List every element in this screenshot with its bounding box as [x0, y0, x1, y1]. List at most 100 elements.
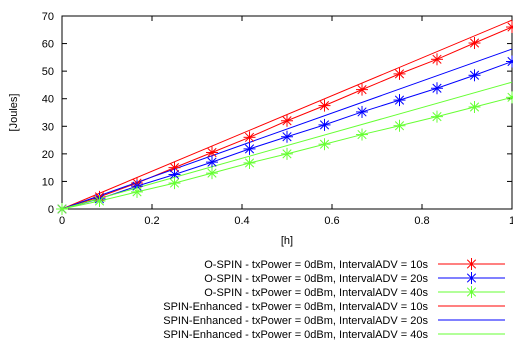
series-lines [61, 19, 513, 210]
marker-stroke [132, 187, 142, 197]
data-point-series-1 [468, 37, 481, 50]
data-point-series-2 [468, 69, 481, 82]
data-point-series-3 [281, 147, 293, 160]
legend-entry-label: SPIN-Enhanced - txPower = 0dBm, Interval… [163, 301, 428, 313]
data-point-series-3 [205, 167, 218, 180]
data-point-series-1 [430, 53, 443, 66]
x-tick-label: 0.2 [144, 215, 159, 227]
marker-stroke [469, 38, 480, 48]
marker-stroke [432, 83, 442, 93]
marker-stroke [207, 147, 217, 158]
marker-stroke [357, 107, 367, 117]
data-point-series-3 [506, 91, 513, 104]
data-point-series-3 [56, 203, 68, 215]
marker-stroke [207, 157, 217, 167]
legend-entry-label: O-SPIN - txPower = 0dBm, IntervalADV = 2… [204, 273, 428, 285]
marker-stroke [357, 85, 367, 95]
marker-stroke [207, 168, 217, 178]
y-tick-label: 20 [42, 149, 54, 161]
marker-stroke [169, 169, 180, 180]
axes-labels: [Joules] [h] [8, 94, 293, 247]
plot-frame-group: 0 10 20 30 40 50 60 70 0 0.2 0.4 0.6 0.8 1 [42, 11, 513, 227]
data-point-series-1 [281, 114, 293, 127]
legend-entry-marker [465, 258, 478, 270]
data-point-series-1 [393, 67, 406, 80]
marker-stroke [319, 139, 330, 149]
data-point-series-3 [168, 177, 181, 190]
marker-stroke [394, 121, 405, 131]
marker-stroke [394, 69, 405, 79]
y-tick-label: 70 [42, 11, 54, 23]
data-point-series-1 [205, 146, 218, 159]
data-point-series-2 [243, 142, 256, 155]
marker-stroke [466, 287, 477, 297]
marker-stroke [432, 54, 442, 64]
legend-entry-label: SPIN-Enhanced - txPower = 0dBm, Interval… [163, 329, 428, 341]
data-point-series-2 [356, 105, 369, 118]
legend-entry-marker [465, 286, 478, 298]
marker-stroke [319, 120, 330, 130]
marker-stroke [282, 149, 292, 159]
data-point-series-1 [506, 21, 513, 34]
series-markers [56, 21, 513, 215]
data-point-series-3 [430, 110, 443, 123]
legend-entry-marker [465, 272, 478, 284]
legend-entry-label: O-SPIN - txPower = 0dBm, IntervalADV = 1… [204, 259, 428, 271]
data-point-series-2 [393, 94, 406, 107]
marker-stroke [282, 116, 292, 126]
x-tick-label: 0.8 [414, 215, 429, 227]
data-point-series-1 [243, 131, 256, 144]
marker-stroke [394, 95, 405, 105]
marker-stroke [244, 158, 255, 168]
data-point-series-3 [393, 119, 406, 132]
marker-stroke [469, 70, 480, 80]
data-point-series-2 [430, 82, 443, 95]
data-point-series-2 [281, 130, 293, 143]
data-point-series-2 [506, 55, 513, 68]
data-point-series-3 [356, 128, 369, 141]
data-point-series-2 [318, 118, 331, 131]
marker-stroke [169, 178, 180, 188]
marker-stroke [357, 129, 367, 140]
marker-stroke [282, 132, 292, 142]
marker-stroke [432, 112, 442, 122]
marker-stroke [466, 259, 477, 269]
marker-stroke [169, 163, 180, 173]
x-tick-label: 0 [59, 215, 65, 227]
data-point-series-3 [93, 195, 106, 208]
y-axis-label: [Joules] [8, 94, 20, 132]
series-line-6 [61, 81, 513, 210]
y-tick-label: 30 [42, 121, 54, 133]
x-tick-label: 1 [509, 215, 513, 227]
marker-stroke [466, 273, 477, 283]
y-tick-label: 40 [42, 94, 54, 106]
series-line-5 [61, 48, 513, 210]
y-tick-label: 10 [42, 176, 54, 188]
marker-stroke [94, 196, 105, 206]
x-tick-label: 0.6 [324, 215, 339, 227]
marker-stroke [244, 132, 255, 142]
marker-stroke [507, 59, 513, 67]
marker-stroke [469, 102, 480, 112]
y-tick-label: 60 [42, 39, 54, 51]
y-tick-label: 0 [48, 204, 54, 216]
data-point-series-3 [468, 100, 481, 113]
marker-stroke [57, 204, 67, 214]
data-point-series-3 [318, 138, 331, 151]
plot-frame [61, 15, 513, 210]
marker-stroke [319, 101, 330, 111]
marker-stroke [507, 95, 513, 102]
x-axis-label: [h] [281, 235, 293, 247]
x-tick-label: 0.4 [234, 215, 249, 227]
y-tick-label: 50 [42, 66, 54, 78]
marker-stroke [507, 25, 513, 32]
data-point-series-3 [131, 185, 144, 198]
legend: O-SPIN - txPower = 0dBm, IntervalADV = 1… [163, 258, 505, 341]
data-point-series-1 [356, 83, 369, 96]
legend-entry-label: SPIN-Enhanced - txPower = 0dBm, Interval… [163, 315, 428, 327]
data-point-series-1 [318, 99, 331, 112]
marker-stroke [244, 144, 255, 154]
data-point-series-2 [205, 156, 218, 169]
legend-entry-label: O-SPIN - txPower = 0dBm, IntervalADV = 4… [204, 287, 428, 299]
